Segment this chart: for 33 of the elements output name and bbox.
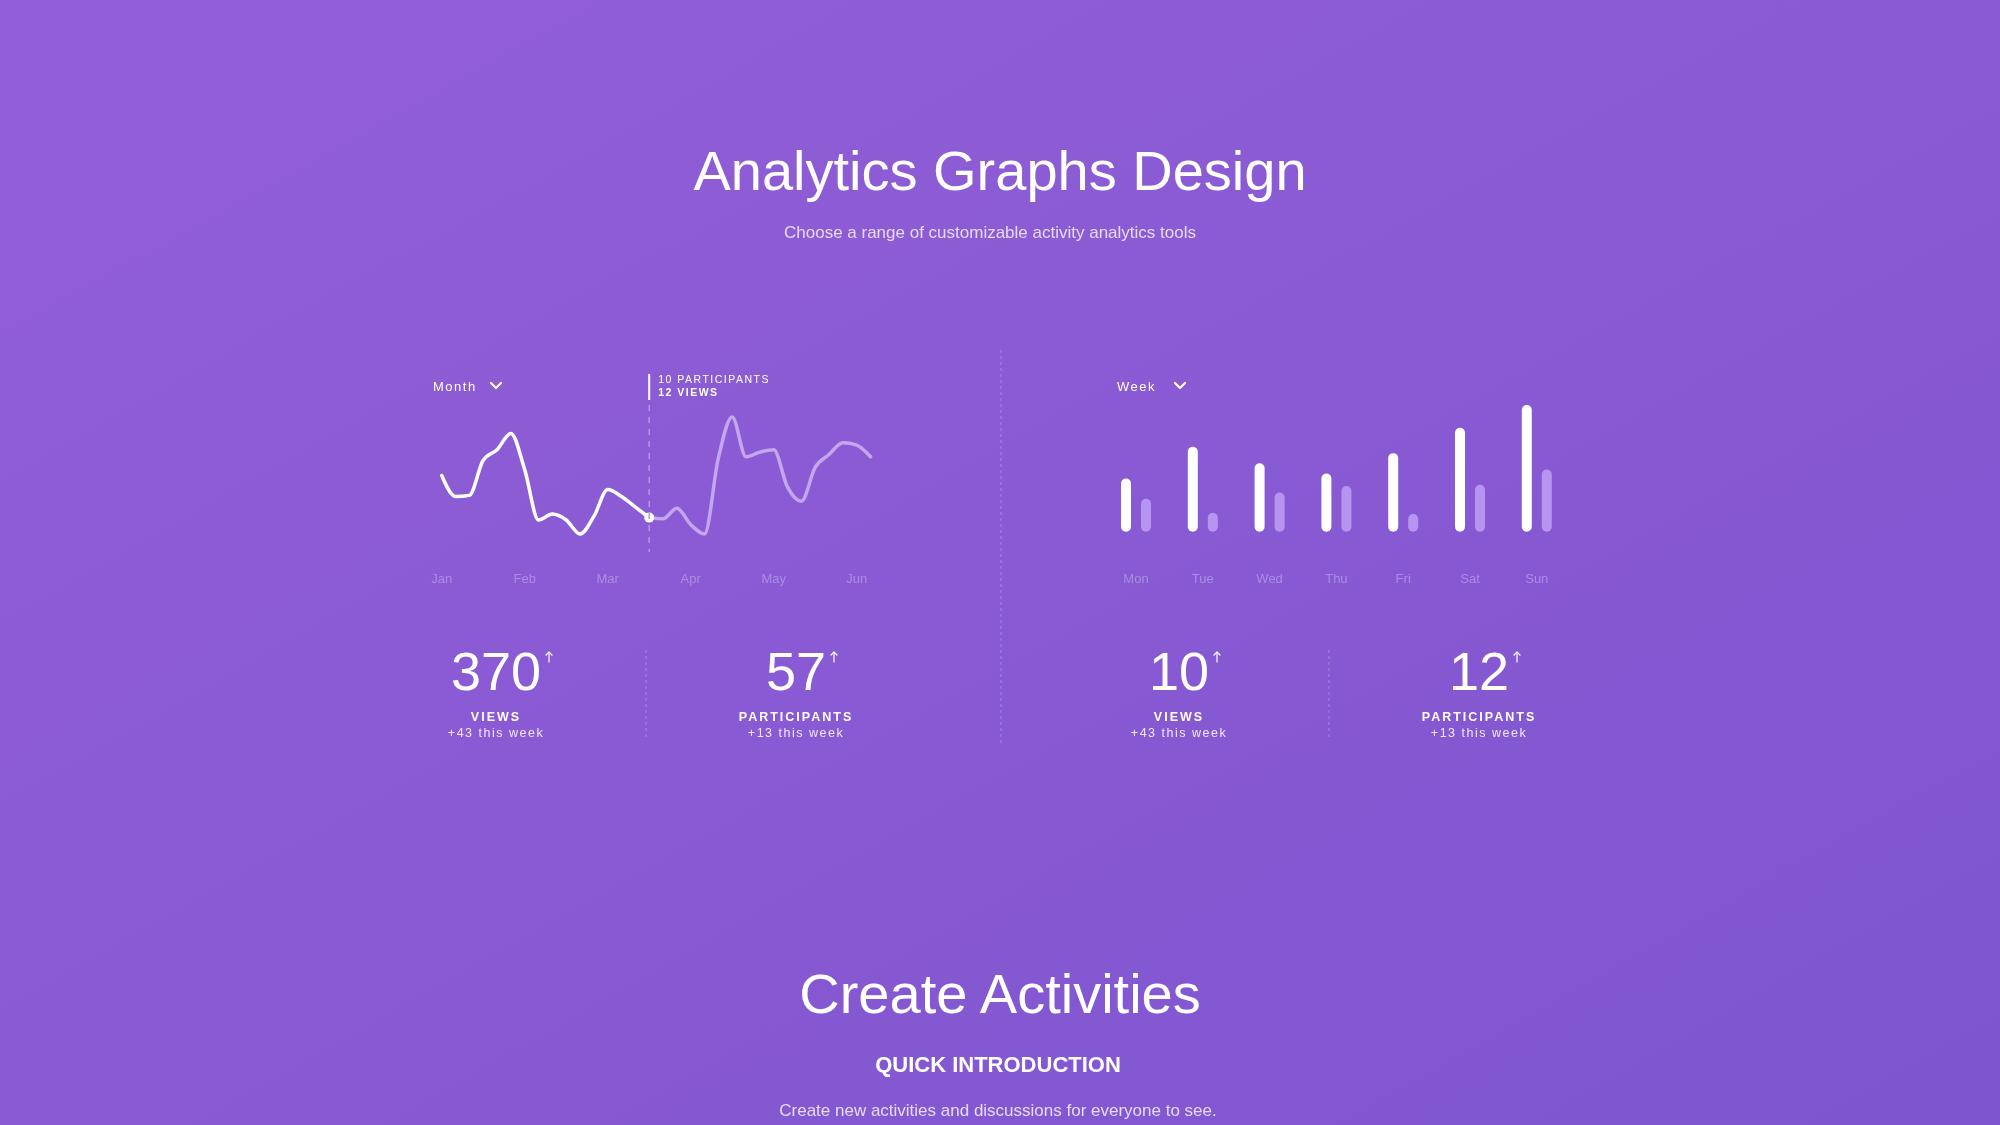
text: PARTICIPANTS (738, 710, 854, 724)
text: +13 this week (747, 726, 845, 740)
text: Create Activities (799, 962, 1201, 1025)
bar (1321, 473, 1332, 532)
bar (1521, 405, 1532, 532)
bar (1541, 469, 1552, 532)
bar (1187, 446, 1198, 532)
text: 10 (1148, 641, 1210, 701)
text: Month (433, 379, 477, 394)
text: 12 VIEWS (658, 386, 719, 398)
text: Create new activities and discussions for everyone to see. (779, 1101, 1217, 1120)
text: VIEWS (470, 710, 522, 724)
text: 10 PARTICIPANTS (658, 373, 770, 385)
bar (1141, 498, 1151, 532)
bar (1254, 463, 1265, 532)
text: 12 (1448, 641, 1510, 701)
text: Analytics Graphs Design (693, 139, 1307, 202)
text: VIEWS (1153, 710, 1205, 724)
bar (1274, 492, 1285, 532)
text: PARTICIPANTS (1421, 710, 1537, 724)
bar (1388, 453, 1399, 532)
text: 370 (450, 641, 542, 701)
bar (1455, 427, 1465, 532)
text: +43 this week (1130, 726, 1228, 740)
text: Week (1117, 379, 1156, 394)
text: QUICK INTRODUCTION (875, 1052, 1121, 1077)
text: +13 this week (1430, 726, 1528, 740)
text: +43 this week (447, 726, 545, 740)
text: Choose a range of customizable activity analytics tools (784, 223, 1196, 242)
bar (1341, 486, 1352, 532)
text: 57 (765, 641, 827, 701)
bar (1121, 478, 1131, 532)
bar (1475, 484, 1485, 532)
